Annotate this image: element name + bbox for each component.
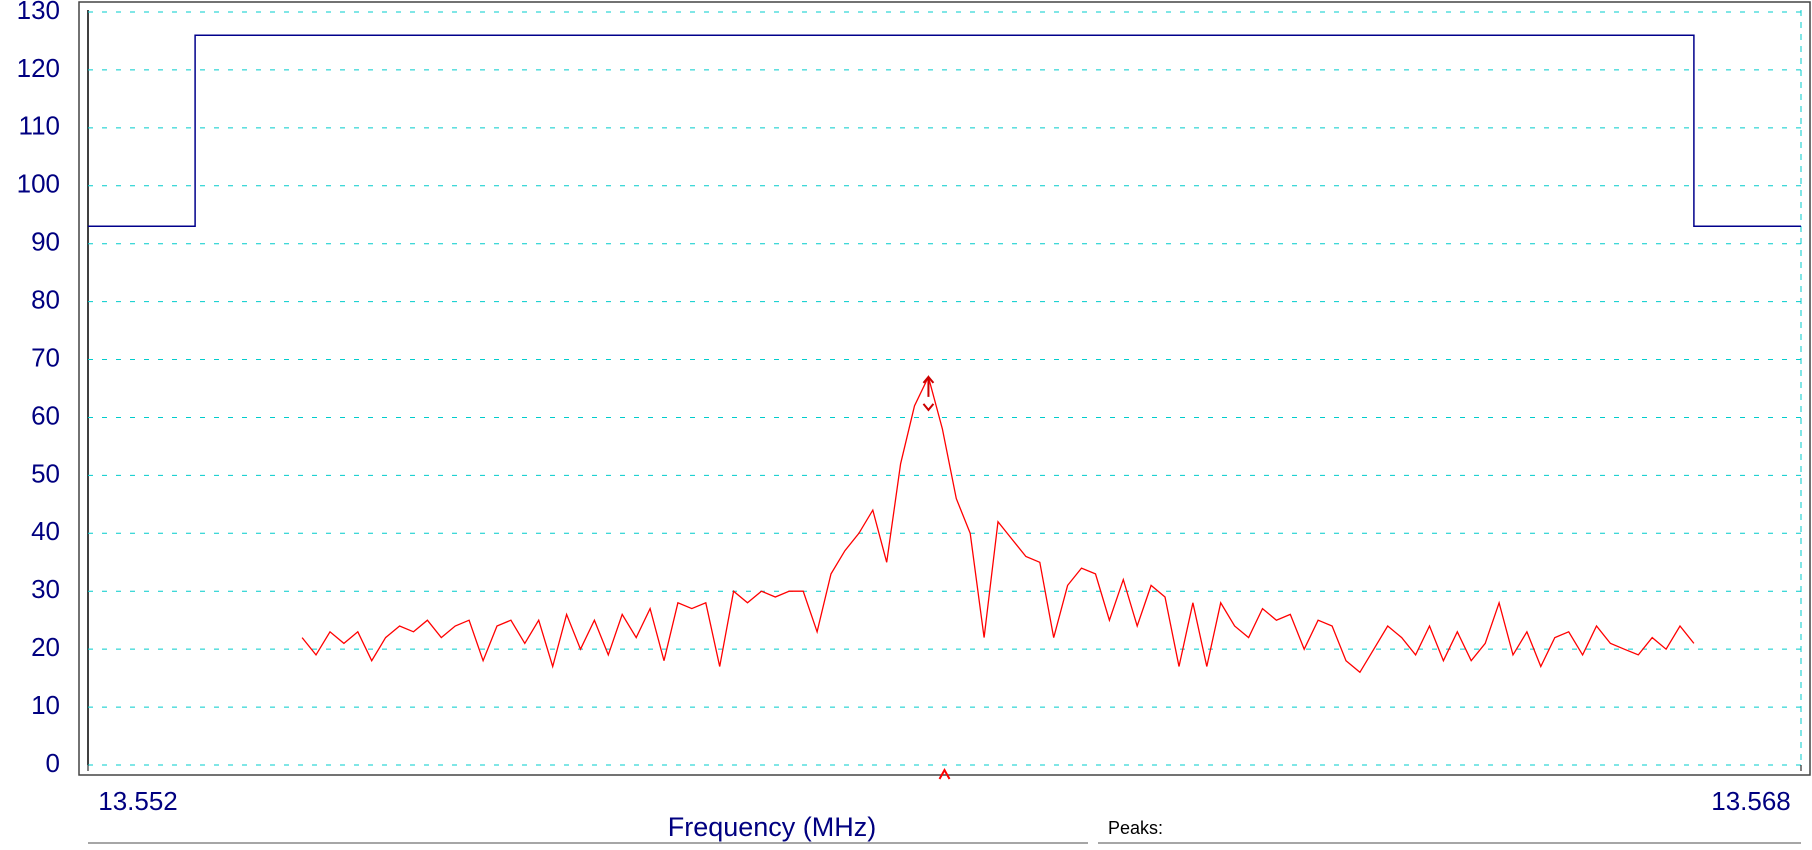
peak-marker: [922, 375, 935, 412]
spectrum-trace: [301, 375, 1695, 674]
y-tick-label: 130: [17, 0, 60, 25]
x-axis-label: Frequency (MHz): [668, 812, 877, 842]
y-tick-label: 0: [46, 748, 60, 778]
y-tick-label: 40: [31, 516, 60, 546]
center-marker: [938, 767, 951, 780]
y-tick-label: 30: [31, 574, 60, 604]
x-tick-label: 13.552: [98, 786, 178, 816]
y-tick-label: 60: [31, 400, 60, 430]
peaks-label: Peaks:: [1108, 818, 1163, 838]
y-tick-label: 90: [31, 227, 60, 257]
limit-line: [88, 34, 1801, 228]
y-tick-label: 50: [31, 458, 60, 488]
x-tick-label: 13.568: [1711, 786, 1791, 816]
y-tick-label: 70: [31, 342, 60, 372]
y-tick-label: 100: [17, 169, 60, 199]
y-tick-label: 110: [19, 111, 60, 141]
y-tick-label: 20: [31, 632, 60, 662]
plot-frame: [78, 1, 1811, 776]
y-tick-label: 80: [31, 284, 60, 314]
y-tick-label: 10: [31, 690, 60, 720]
y-tick-label: 120: [17, 53, 60, 83]
